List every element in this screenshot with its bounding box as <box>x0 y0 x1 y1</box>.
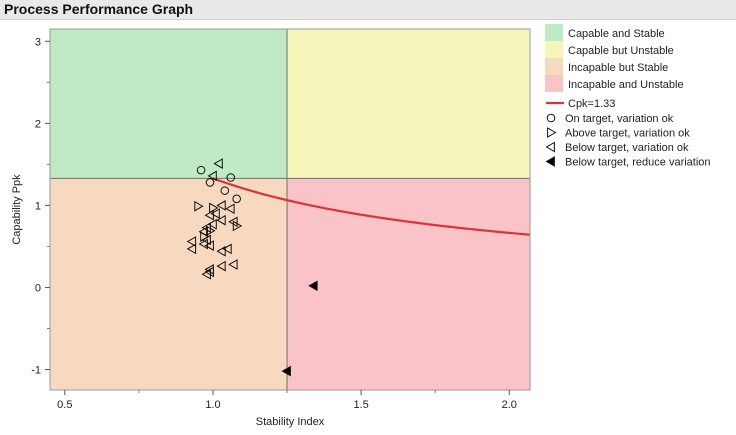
data-point-s3-4 <box>225 203 235 215</box>
legend-swatch <box>545 75 563 92</box>
legend-swatch <box>545 58 563 75</box>
legend-marker <box>545 141 555 153</box>
data-point-s3-6 <box>204 209 214 221</box>
legend-label: Below target, reduce variation <box>565 157 711 169</box>
cpk-curve-layer <box>212 177 531 236</box>
data-point-s3-10 <box>201 222 211 233</box>
data-point-s3-16 <box>186 243 197 255</box>
data-point-s1-5 <box>232 194 241 204</box>
data-point-s3-2 <box>207 170 217 182</box>
page-title: Process Performance Graph <box>4 1 194 17</box>
y-tick-label: 3 <box>35 36 41 48</box>
axes: 0.5 1.0 1.5 2.0 -1 0 1 2 3 <box>31 36 517 411</box>
x-tick-label: 0.5 <box>57 399 72 411</box>
region-1 <box>50 29 288 179</box>
quadrant-regions <box>50 29 530 390</box>
cpk-curve <box>212 177 531 236</box>
data-point-s3-3 <box>216 200 226 211</box>
legend-label: Capable and Stable <box>568 28 665 40</box>
y-tick-label: 0 <box>35 282 41 294</box>
data-points <box>186 158 318 377</box>
legend-swatch <box>545 24 563 41</box>
data-point-s1-4 <box>220 186 230 195</box>
data-point-s3-15 <box>204 240 214 251</box>
x-axis-label: Stability Index <box>256 416 325 428</box>
legend-label: Incapable but Stable <box>568 62 668 74</box>
legend-label: Above target, variation ok <box>565 128 690 140</box>
threshold-lines <box>50 29 530 390</box>
data-point-s3-18 <box>216 245 226 257</box>
data-point-s3-7 <box>216 214 226 226</box>
data-point-s3-19 <box>228 259 238 270</box>
x-tick-label: 1.5 <box>353 399 368 411</box>
y-axis-label: Capability Ppk <box>11 174 23 245</box>
data-point-s3-20 <box>216 260 226 272</box>
y-tick-label: -1 <box>31 364 41 376</box>
legend-marker <box>547 127 557 138</box>
data-point-s3-9 <box>207 218 217 230</box>
region-3 <box>50 178 288 390</box>
data-point-s3-8 <box>228 216 238 228</box>
data-point-s4-2 <box>281 365 291 377</box>
legend-label: Cpk=1.33 <box>568 98 615 110</box>
data-point-s3-12 <box>201 234 211 246</box>
data-point-s3-17 <box>222 243 232 255</box>
y-tick-label: 2 <box>35 118 41 130</box>
data-point-s3-11 <box>198 226 208 238</box>
region-2 <box>287 29 530 179</box>
data-point-s3-22 <box>204 266 214 278</box>
data-point-s3-23 <box>201 268 211 280</box>
region-4 <box>287 178 530 390</box>
data-point-s1-3 <box>205 178 215 187</box>
data-point-s1-1 <box>196 165 206 175</box>
legend-marker <box>546 113 556 123</box>
data-point-s4-1 <box>308 280 318 292</box>
legend-label: Incapable and Unstable <box>568 79 684 91</box>
legend-label: On target, variation ok <box>565 113 674 125</box>
plot-frame <box>49 28 531 391</box>
legend-label: Capable but Unstable <box>568 45 674 57</box>
data-point-s3-13 <box>186 236 197 247</box>
legend: Capable and Stable Capable but Unstable In… <box>545 24 711 169</box>
data-point-s1-2 <box>226 173 236 182</box>
legend-swatch <box>545 41 563 58</box>
legend-marker <box>545 156 555 167</box>
title-bar: Process Performance Graph <box>0 0 736 20</box>
data-point-s3-1 <box>213 158 223 169</box>
x-tick-label: 2.0 <box>502 399 517 411</box>
x-tick-label: 1.0 <box>205 399 220 411</box>
y-tick-label: 1 <box>35 200 41 212</box>
data-point-s2-1 <box>194 200 204 212</box>
legend-label: Below target, variation ok <box>565 142 689 154</box>
data-point-s3-5 <box>210 208 220 219</box>
